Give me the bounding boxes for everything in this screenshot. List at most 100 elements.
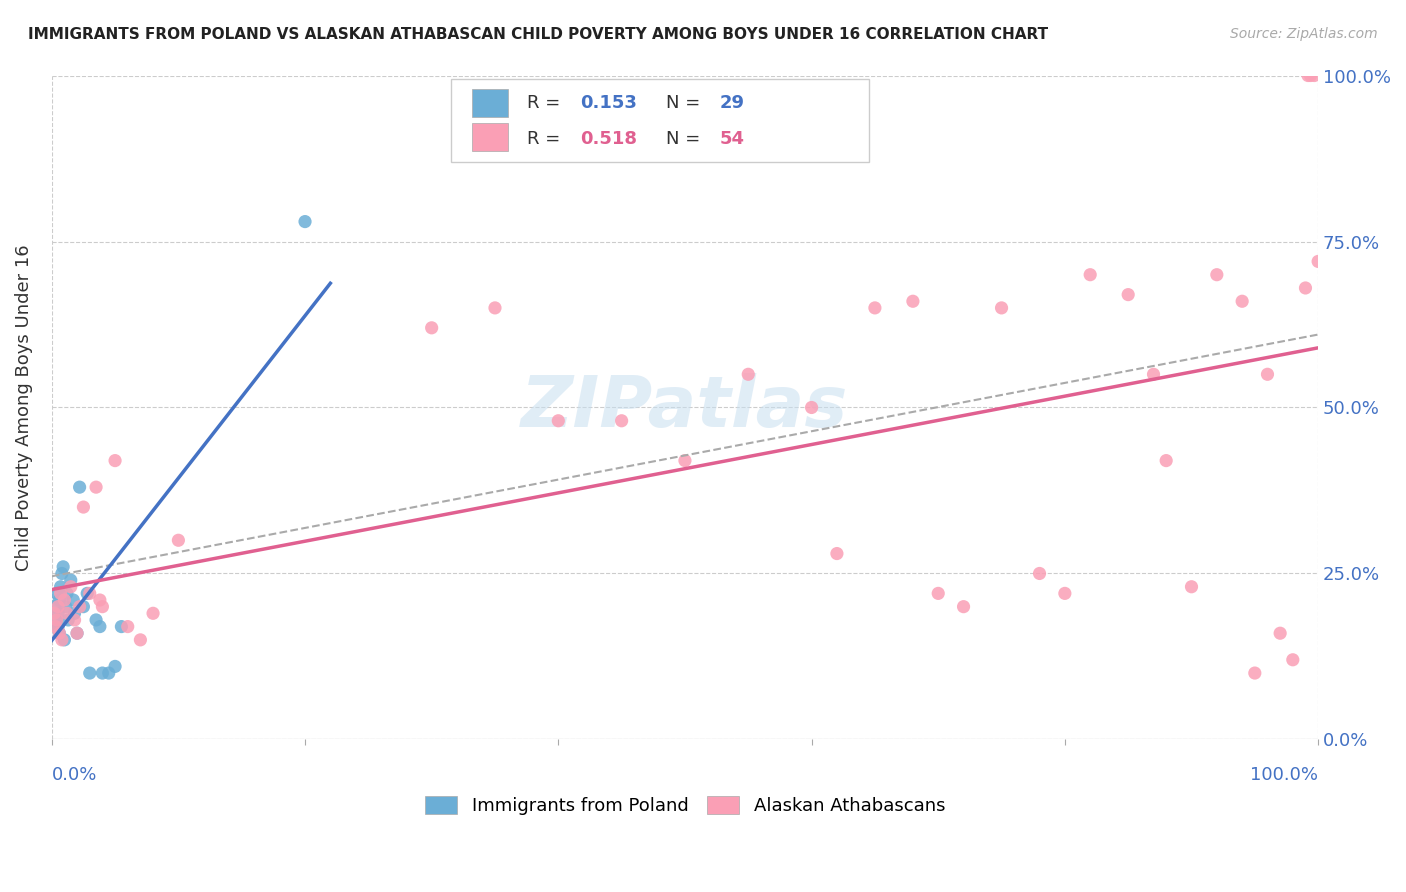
Point — [952, 599, 974, 614]
Point — [1281, 653, 1303, 667]
Point — [48, 626, 70, 640]
Point — [56, 586, 79, 600]
Point — [927, 586, 949, 600]
Point — [91, 666, 114, 681]
Point — [97, 666, 120, 681]
Point — [1028, 566, 1050, 581]
Point — [110, 619, 132, 633]
Text: R =: R = — [527, 95, 565, 112]
Point — [104, 659, 127, 673]
Point — [45, 613, 67, 627]
Y-axis label: Child Poverty Among Boys Under 16: Child Poverty Among Boys Under 16 — [15, 244, 32, 571]
Point — [58, 613, 80, 627]
Point — [89, 619, 111, 633]
Bar — [472, 89, 508, 118]
Point — [1308, 254, 1330, 268]
Point — [1303, 69, 1326, 83]
Point — [79, 586, 101, 600]
Point — [69, 480, 91, 494]
Point — [167, 533, 190, 548]
Point — [56, 607, 79, 621]
Point — [1142, 368, 1164, 382]
Point — [91, 599, 114, 614]
Text: R =: R = — [527, 129, 565, 147]
Point — [294, 214, 316, 228]
Point — [53, 593, 76, 607]
Point — [49, 580, 72, 594]
Text: 0.153: 0.153 — [579, 95, 637, 112]
Point — [79, 666, 101, 681]
Point — [863, 301, 886, 315]
Point — [45, 586, 67, 600]
Point — [901, 294, 924, 309]
Point — [1078, 268, 1101, 282]
Text: Source: ZipAtlas.com: Source: ZipAtlas.com — [1230, 27, 1378, 41]
Point — [63, 613, 86, 627]
Point — [1295, 281, 1317, 295]
Point — [51, 632, 73, 647]
Point — [129, 632, 152, 647]
Point — [142, 607, 165, 621]
Point — [59, 573, 82, 587]
Text: N =: N = — [666, 129, 706, 147]
Text: 100.0%: 100.0% — [1250, 766, 1319, 784]
Point — [59, 580, 82, 594]
Point — [69, 599, 91, 614]
Point — [800, 401, 823, 415]
Point — [84, 613, 107, 627]
Legend: Immigrants from Poland, Alaskan Athabascans: Immigrants from Poland, Alaskan Athabasc… — [418, 789, 952, 822]
Point — [66, 626, 89, 640]
Point — [420, 321, 443, 335]
Point — [63, 607, 86, 621]
Point — [673, 453, 696, 467]
Point — [1256, 368, 1278, 382]
Point — [825, 547, 848, 561]
Point — [46, 599, 69, 614]
Point — [52, 559, 75, 574]
Point — [84, 480, 107, 494]
Point — [990, 301, 1012, 315]
Point — [1180, 580, 1202, 594]
Point — [51, 566, 73, 581]
Text: IMMIGRANTS FROM POLAND VS ALASKAN ATHABASCAN CHILD POVERTY AMONG BOYS UNDER 16 C: IMMIGRANTS FROM POLAND VS ALASKAN ATHABA… — [28, 27, 1049, 42]
Point — [45, 613, 67, 627]
Point — [44, 607, 66, 621]
Text: 0.0%: 0.0% — [52, 766, 97, 784]
Point — [44, 599, 66, 614]
Point — [104, 453, 127, 467]
Point — [1268, 626, 1291, 640]
Point — [1230, 294, 1253, 309]
Point — [1053, 586, 1076, 600]
Text: ZIPatlas: ZIPatlas — [522, 373, 849, 442]
Point — [547, 414, 569, 428]
Point — [89, 593, 111, 607]
Point — [76, 586, 98, 600]
Point — [484, 301, 506, 315]
Point — [737, 368, 759, 382]
Point — [1299, 69, 1322, 83]
Point — [55, 599, 77, 614]
Bar — [472, 123, 508, 151]
Point — [1243, 666, 1265, 681]
Point — [1296, 69, 1319, 83]
Point — [66, 626, 89, 640]
FancyBboxPatch shape — [451, 78, 869, 161]
Point — [1205, 268, 1227, 282]
Point — [46, 619, 69, 633]
Point — [62, 593, 84, 607]
Text: 0.518: 0.518 — [579, 129, 637, 147]
Point — [1116, 287, 1139, 301]
Point — [610, 414, 633, 428]
Text: N =: N = — [666, 95, 706, 112]
Point — [1154, 453, 1177, 467]
Point — [48, 626, 70, 640]
Point — [72, 599, 94, 614]
Text: 54: 54 — [718, 129, 744, 147]
Point — [45, 619, 67, 633]
Text: 29: 29 — [718, 95, 744, 112]
Point — [48, 593, 70, 607]
Point — [117, 619, 139, 633]
Point — [72, 500, 94, 514]
Point — [53, 632, 76, 647]
Point — [49, 586, 72, 600]
